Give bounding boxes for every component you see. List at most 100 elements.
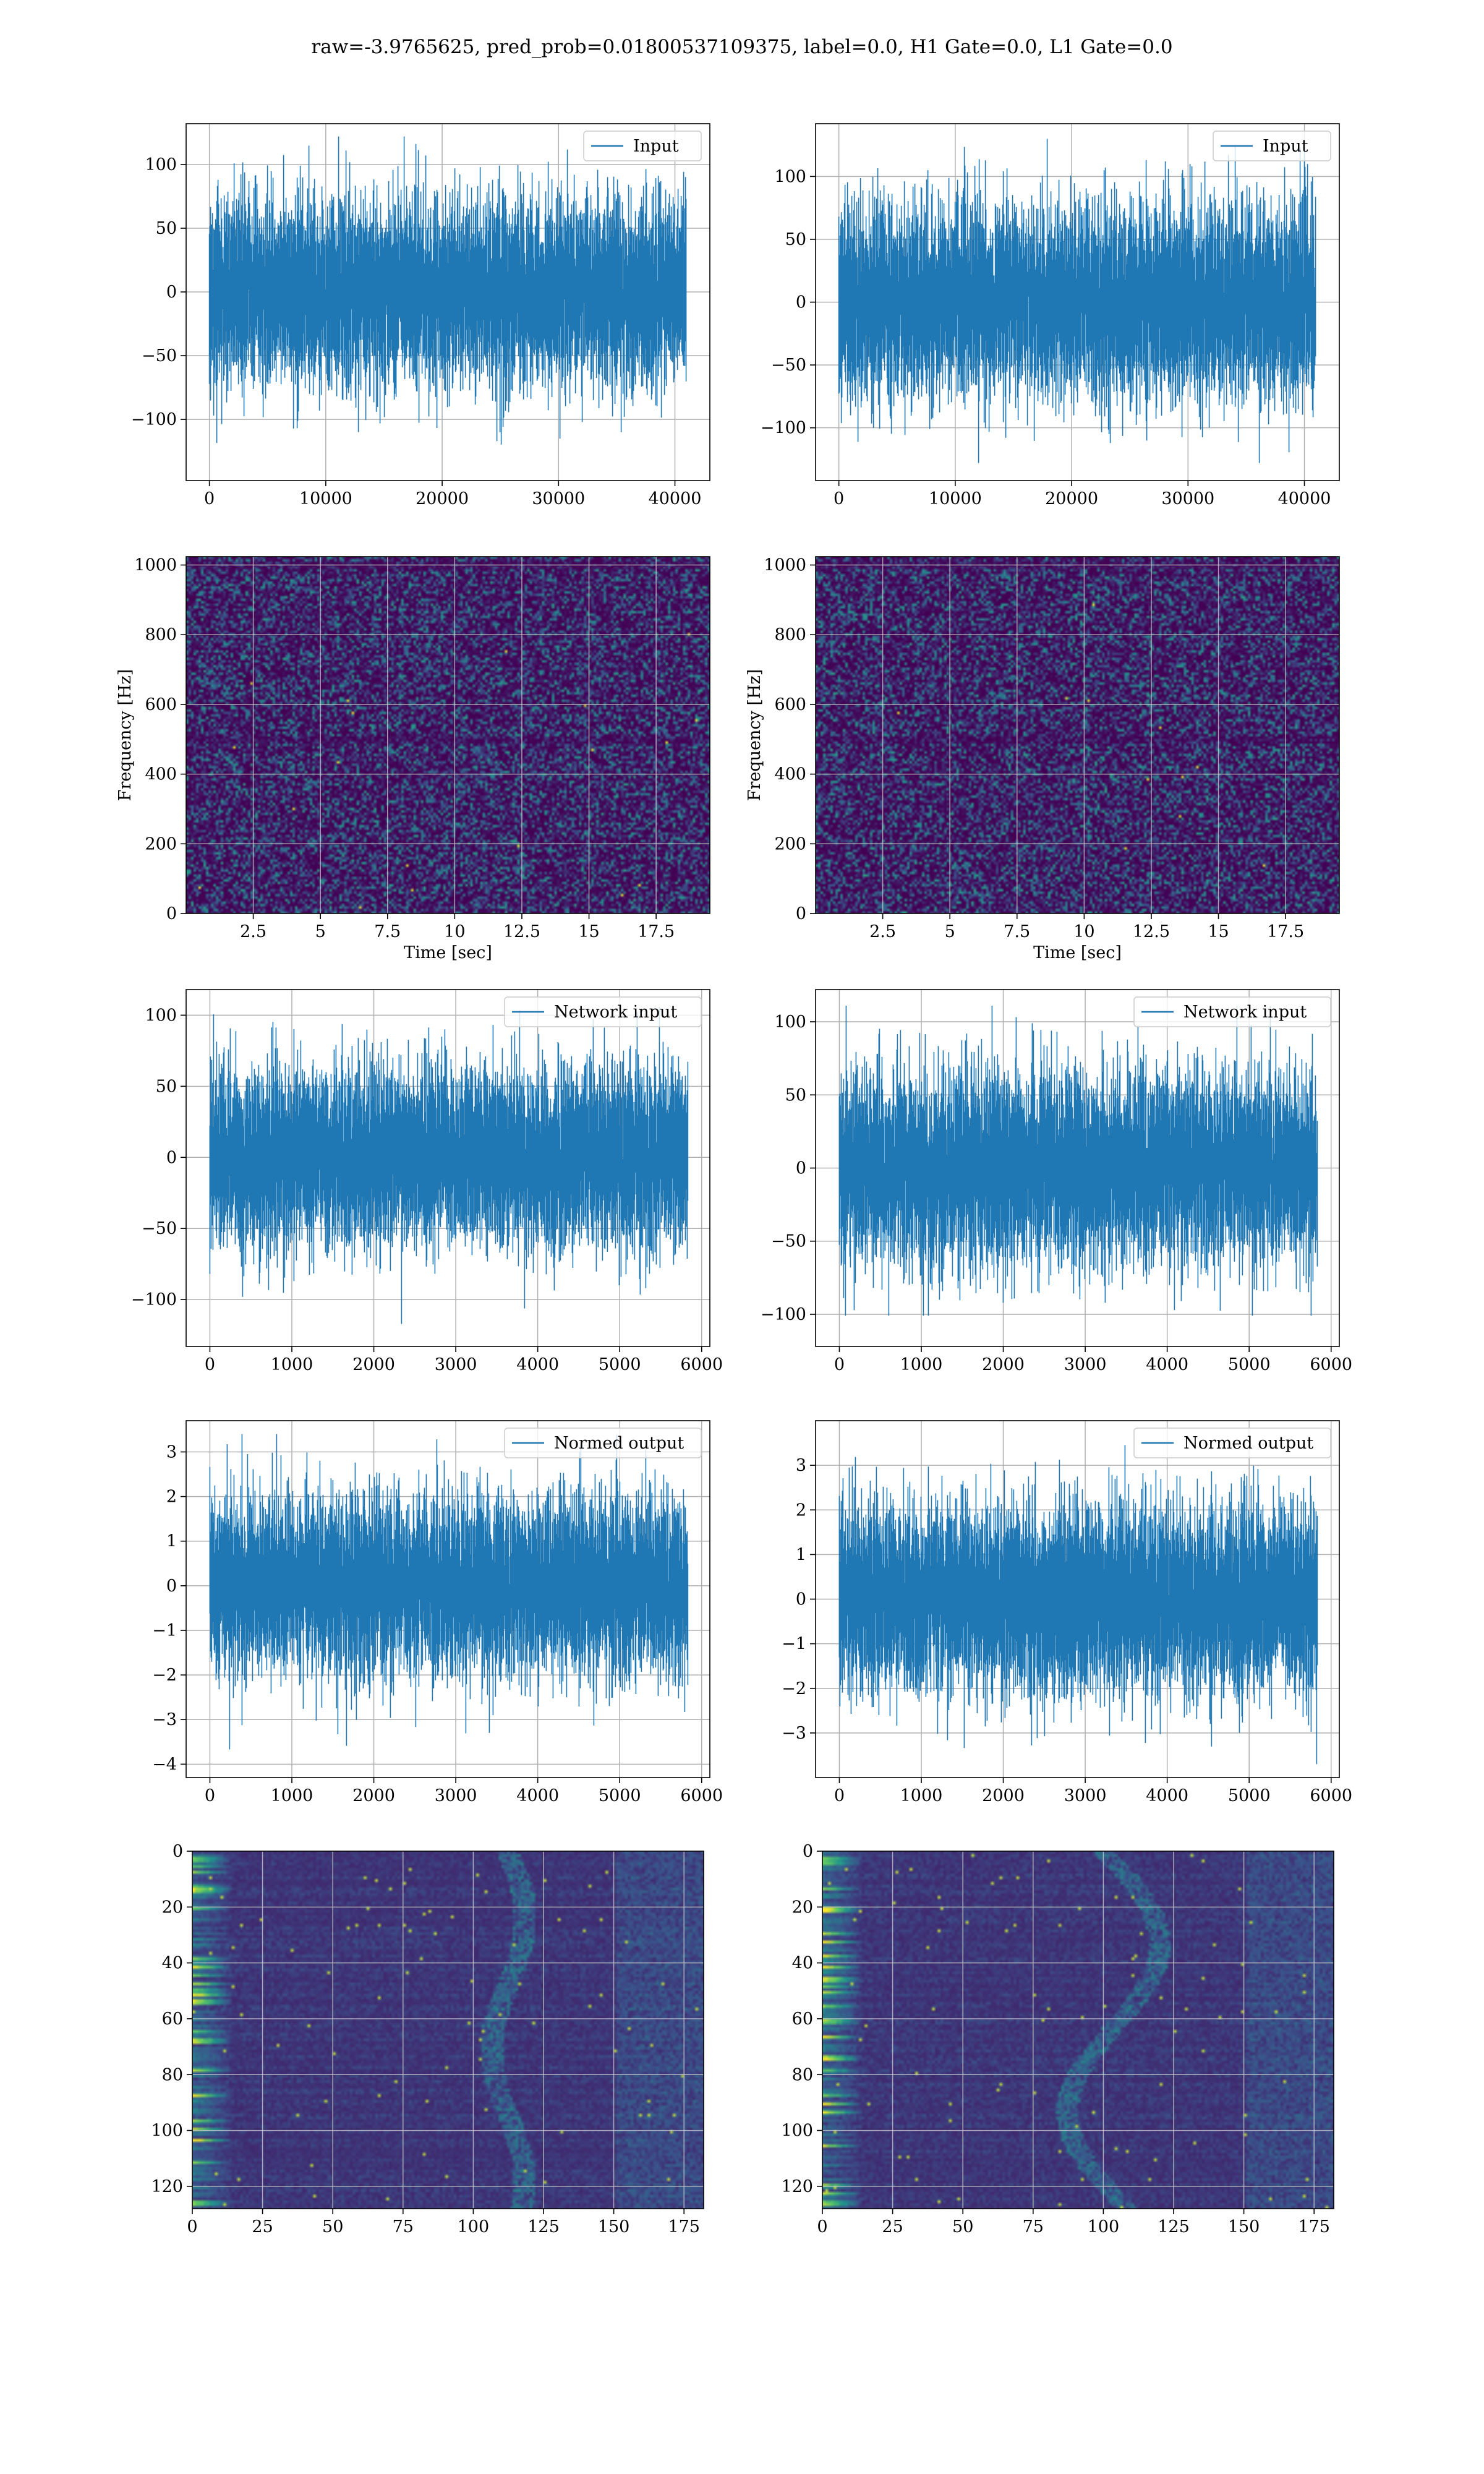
normed-output-h1-ytick-label-0: −4: [152, 1755, 177, 1774]
normed-output-h1-ytick-label-2: −2: [152, 1666, 177, 1685]
input-h1-xtick-label-1: 10000: [299, 489, 352, 508]
network-input-l1-xtick-label-6: 6000: [1310, 1355, 1352, 1374]
normed-output-l1-ytick-label-2: −1: [782, 1635, 806, 1654]
input-h1-legend: Input: [583, 131, 702, 161]
input-l1-ytick-label-2: 0: [796, 293, 806, 312]
network-input-h1-xtick-label-2: 2000: [352, 1355, 395, 1374]
spectrogram-h1-xtick-label-0: 2.5: [240, 922, 267, 941]
network-input-l1-xtick-label-1: 1000: [900, 1355, 943, 1374]
input-h1-ytick-label-2: 0: [166, 283, 177, 302]
feature-map-h1-xtick-label-3: 75: [393, 2217, 414, 2236]
spectrogram-h1-xtick-label-5: 15: [578, 922, 599, 941]
feature-map-h1-ytick-label-6: 120: [151, 2177, 183, 2196]
feature-map-h1-ytick-label-4: 80: [162, 2065, 183, 2084]
normed-output-h1-xtick-label-1: 1000: [271, 1786, 313, 1805]
spectrogram-l1-xtick-label-0: 2.5: [869, 922, 896, 941]
feature-map-l1-ytick-label-1: 20: [792, 1898, 813, 1917]
spectrogram-h1-image: [186, 557, 710, 914]
input-l1-xtick-label-3: 30000: [1161, 489, 1214, 508]
input-l1-frame: 0 10000 20000 30000 40000 −100 −50 0 50 100: [761, 123, 1340, 508]
feature-map-h1-frame: 0 25 50 75 100 125 150 175 0 20 40 60 80 100 120: [151, 1842, 704, 2236]
feature-map-l1-xtick-label-7: 175: [1298, 2217, 1330, 2236]
network-input-h1-legend-box: [504, 996, 702, 1027]
spectrogram-l1-xtick-label-6: 17.5: [1267, 922, 1304, 941]
normed-output-h1-ytick-label-7: 3: [166, 1442, 177, 1462]
network-input-h1-xtick-label-1: 1000: [271, 1355, 313, 1374]
feature-map-l1-ytick-label-0: 0: [803, 1842, 813, 1861]
feature-map-l1-image: [822, 1851, 1334, 2209]
normed-output-h1-series-normed-output: [209, 1434, 689, 1750]
feature-map-h1-ytick-label-5: 100: [151, 2121, 183, 2141]
spectrogram-h1-ytick-label-0: 0: [166, 904, 177, 923]
spectrogram-l1-ytick-label-0: 0: [796, 904, 806, 923]
network-input-h1-xtick-label-4: 4000: [516, 1355, 559, 1374]
normed-output-l1-legend: Normed output: [1133, 1427, 1331, 1458]
feature-map-l1-xtick-label-0: 0: [817, 2217, 827, 2236]
input-h1-legend-box: [583, 131, 702, 161]
figure-title: raw=-3.9765625, pred_prob=0.018005371093…: [311, 36, 1173, 58]
network-input-h1-xtick-label-0: 0: [205, 1355, 215, 1374]
spectrogram-h1-xtick-label-6: 17.5: [638, 922, 675, 941]
normed-output-h1-ytick-label-6: 2: [166, 1487, 177, 1507]
input-h1-series-input: [208, 136, 687, 445]
spectrogram-l1-ytick-label-1: 200: [774, 834, 806, 854]
normed-output-h1-ytick-label-4: 0: [166, 1577, 177, 1596]
network-input-h1-xtick-label-6: 6000: [680, 1355, 723, 1374]
normed-output-l1-ytick-label-5: 2: [796, 1500, 806, 1520]
feature-map-l1-xtick-label-5: 125: [1158, 2217, 1190, 2236]
feature-map-h1-ytick-label-3: 60: [162, 2010, 183, 2029]
normed-output-h1-legend-box: [504, 1427, 702, 1458]
feature-map-l1-ytick-label-4: 80: [792, 2065, 813, 2084]
normed-output-h1-spines: [186, 1420, 710, 1778]
spectrogram-l1-xtick-label-1: 5: [945, 922, 955, 941]
feature-map-h1-ytick-label-1: 20: [162, 1898, 183, 1917]
normed-output-l1-legend-label: Normed output: [1183, 1434, 1313, 1453]
input-l1-legend: Input: [1213, 131, 1331, 161]
network-input-h1-xtick-label-3: 3000: [435, 1355, 477, 1374]
feature-map-l1-ytick-label-5: 100: [781, 2121, 813, 2141]
spectrogram-l1-spines: [815, 556, 1340, 914]
normed-output-l1-ytick-label-4: 1: [796, 1545, 806, 1564]
network-input-h1-ytick-label-2: 0: [166, 1148, 177, 1167]
input-h1-ytick-label-4: 100: [145, 155, 177, 174]
network-input-l1-xtick-label-5: 5000: [1228, 1355, 1271, 1374]
normed-output-h1-legend: Normed output: [504, 1427, 702, 1458]
network-input-h1-legend: Network input: [504, 996, 702, 1027]
normed-output-l1-xtick-label-5: 5000: [1228, 1786, 1271, 1805]
input-h1-legend-label: Input: [633, 137, 679, 156]
network-input-h1-legend-label: Network input: [554, 1003, 677, 1022]
network-input-h1-frame: 0 1000 2000 3000 4000 5000 6000 −100 −50 0 50 100: [131, 989, 723, 1374]
feature-map-l1-xtick-label-6: 150: [1228, 2217, 1260, 2236]
normed-output-l1-ytick-label-6: 3: [796, 1456, 806, 1475]
normed-output-h1-legend-label: Normed output: [554, 1434, 684, 1453]
normed-output-l1-xtick-label-4: 4000: [1146, 1786, 1188, 1805]
input-l1-xtick-label-2: 20000: [1045, 489, 1098, 508]
feature-map-h1-xtick-label-5: 125: [527, 2217, 560, 2236]
normed-output-h1-ytick-label-5: 1: [166, 1532, 177, 1551]
input-h1-frame: 0 10000 20000 30000 40000 −100 −50 0 50 100: [131, 123, 710, 508]
input-h1-ytick-label-3: 50: [156, 219, 177, 238]
input-l1-ytick-label-4: 100: [774, 167, 806, 186]
spectrogram-h1-ytick-label-4: 800: [145, 625, 177, 644]
input-h1-xtick-label-3: 30000: [532, 489, 585, 508]
spectrogram-l1-ytick-label-4: 800: [774, 625, 806, 644]
normed-output-l1-xtick-label-3: 3000: [1064, 1786, 1107, 1805]
spectrogram-l1-xtick-label-5: 15: [1208, 922, 1229, 941]
normed-output-l1-frame: 0 1000 2000 3000 4000 5000 6000 −3 −2 −1 0 1 2 3: [782, 1420, 1352, 1805]
network-input-l1-ytick-label-2: 0: [796, 1159, 806, 1178]
network-input-h1-xtick-label-5: 5000: [599, 1355, 641, 1374]
spectrogram-h1-ytick-label-5: 1000: [134, 556, 177, 575]
spectrogram-h1-ytick-label-2: 400: [145, 765, 177, 784]
normed-output-h1-xtick-label-5: 5000: [599, 1786, 641, 1805]
network-input-h1-series-network-input: [209, 1006, 689, 1324]
spectrogram-l1-image: [816, 557, 1339, 914]
feature-map-h1-spines: [192, 1851, 704, 2209]
network-input-h1-spines: [186, 989, 710, 1347]
normed-output-h1-xtick-label-3: 3000: [435, 1786, 477, 1805]
network-input-l1-legend: Network input: [1133, 996, 1331, 1027]
spectrogram-h1-spines: [186, 556, 710, 914]
input-l1-ytick-label-3: 50: [785, 230, 806, 249]
spectrogram-l1-xtick-label-4: 12.5: [1133, 922, 1170, 941]
feature-map-h1-ytick-label-0: 0: [173, 1842, 183, 1861]
